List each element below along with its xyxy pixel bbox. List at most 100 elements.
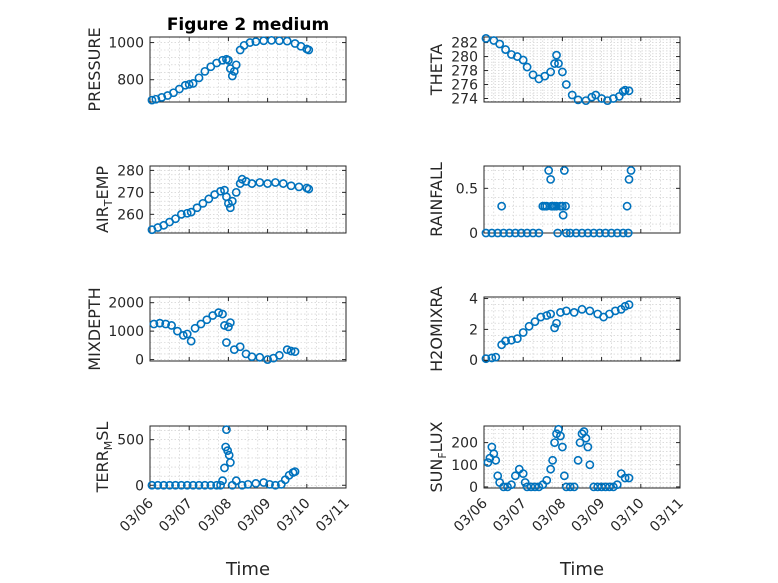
data-point [624,473,634,483]
y-axis-label: AIRTEMP [93,166,115,233]
x-axis-label: Time [559,559,604,580]
data-point [231,187,241,197]
data-point [559,166,569,175]
data-point [495,39,505,49]
y-axis-label: TERRMSL [93,422,115,494]
data-point [202,315,212,325]
data-point [487,353,497,363]
data-point [225,318,235,327]
data-point [159,480,169,490]
data-point [227,71,237,81]
data-point [553,228,563,238]
data-point [552,318,561,328]
data-point [222,425,231,435]
data-point [493,228,503,238]
data-point [556,431,565,441]
x-tick-label: 03/10 [274,496,314,536]
subplot-4: 0 0.5 RAINFALL [427,162,681,242]
data-point [237,480,247,490]
data-point [505,228,514,238]
data-point [188,480,198,490]
axes-frame [483,425,681,489]
data-point [528,228,538,238]
y-tick-label: 2 [469,322,478,338]
data-point [518,55,528,65]
data-point [271,480,280,490]
y-axis-label: RAINFALL [427,162,446,237]
subplot-7: 0 500 03/06 03/07 03/08 03/09 03/10 03/11 TERRMS… [93,422,353,580]
data-point [149,319,159,329]
y-axis-label: H2OMIXRA [427,286,446,372]
data-point [282,345,292,355]
data-point [559,471,569,481]
y-tick-label: 0 [469,353,478,369]
data-point [176,480,186,490]
data-point [612,228,622,238]
data-point [218,309,227,319]
data-point [558,210,568,220]
y-axis-label: MIXDEPTH [85,287,104,370]
data-point [184,79,194,89]
data-point [583,442,593,452]
data-point [263,355,272,364]
data-point [552,50,561,60]
data-point [510,471,520,481]
data-point [167,321,176,330]
data-point [589,228,599,238]
data-point [180,80,190,90]
data-point [530,317,540,327]
data-point [278,179,288,188]
data-point [161,319,171,329]
data-point [147,95,157,105]
y-tick-label: 0 [135,478,144,494]
data-point [290,347,300,357]
x-tick-label: 03/08 [195,496,235,536]
data-point [188,79,198,88]
data-point [571,228,581,238]
data-point [550,438,559,448]
data-point [528,70,538,80]
data-point [575,438,585,448]
data-point [552,201,561,211]
data-point [194,73,204,83]
data-point [216,480,225,490]
data-point [550,59,559,68]
y-tick-label: 270 [117,185,144,201]
data-point [612,480,622,490]
data-point [601,228,610,238]
data-point [190,323,200,333]
y-tick-label: 4 [469,292,478,308]
data-point [200,66,210,76]
data-point [546,67,556,77]
data-point [569,482,579,492]
y-tick-label: 278 [451,64,478,80]
axes-frame [149,165,347,234]
data-point [536,312,546,322]
data-point [194,480,204,490]
data-point [565,228,575,238]
data-point [546,174,556,184]
data-point [624,174,634,184]
data-point [561,201,570,211]
data-point [620,473,630,483]
data-point [304,45,314,55]
x-tick-label: 03/08 [529,496,569,536]
data-point [304,184,314,194]
data-point [618,87,628,96]
data-point [147,480,157,490]
data-point [573,455,583,465]
y-tick-label: 500 [117,433,144,449]
data-point [518,469,528,479]
data-point [542,475,552,485]
axes-frame [483,165,681,234]
data-point [522,228,532,238]
data-point [196,319,206,329]
data-point [544,166,554,175]
y-tick-label: 0 [469,226,478,242]
data-point [206,480,216,490]
y-tick-label: 274 [451,92,478,108]
data-point [512,334,522,344]
data-point [518,328,528,337]
